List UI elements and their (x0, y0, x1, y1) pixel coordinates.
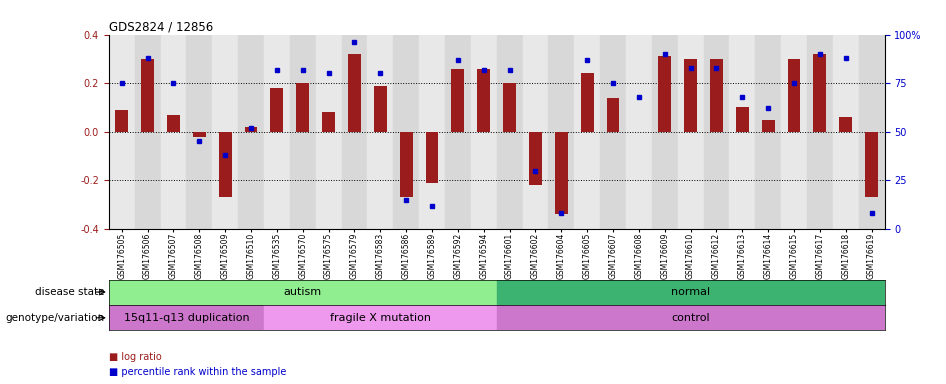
Bar (374, 86, 387, 132)
Bar (394, 35, 419, 229)
Bar (316, 35, 342, 229)
Bar (296, 83, 309, 132)
Bar (549, 35, 574, 229)
Bar (781, 35, 807, 229)
Bar (109, 280, 497, 305)
Bar (497, 280, 885, 305)
Bar (529, 132, 542, 185)
Bar (264, 35, 289, 229)
Bar (503, 83, 516, 132)
Bar (684, 59, 697, 132)
Bar (652, 35, 677, 229)
Bar (658, 56, 671, 132)
Bar (271, 88, 284, 132)
Bar (115, 110, 129, 132)
Bar (141, 59, 154, 132)
Bar (865, 132, 878, 197)
Text: normal: normal (671, 287, 710, 297)
Bar (289, 35, 316, 229)
Bar (729, 35, 755, 229)
Bar (134, 35, 161, 229)
Bar (574, 35, 600, 229)
Bar (807, 35, 832, 229)
Bar (264, 305, 497, 330)
Bar (762, 119, 775, 132)
Bar (193, 132, 206, 137)
Bar (445, 35, 471, 229)
Text: autism: autism (284, 287, 322, 297)
Bar (367, 35, 394, 229)
Bar (322, 112, 335, 132)
Bar (166, 115, 180, 132)
Bar (471, 35, 497, 229)
Bar (419, 35, 445, 229)
Bar (787, 59, 800, 132)
Bar (109, 35, 134, 229)
Text: ■ log ratio: ■ log ratio (109, 352, 162, 362)
Bar (497, 35, 522, 229)
Bar (219, 132, 232, 197)
Text: control: control (672, 313, 710, 323)
Text: GDS2824 / 12856: GDS2824 / 12856 (109, 20, 213, 33)
Bar (348, 54, 361, 132)
Bar (581, 73, 594, 132)
Bar (554, 132, 568, 214)
Bar (677, 35, 704, 229)
Bar (755, 35, 781, 229)
Bar (238, 35, 264, 229)
Bar (497, 305, 885, 330)
Bar (522, 35, 549, 229)
Bar (109, 305, 264, 330)
Bar (161, 35, 186, 229)
Bar (704, 35, 729, 229)
Bar (451, 69, 464, 132)
Bar (814, 54, 826, 132)
Bar (186, 35, 212, 229)
Text: genotype/variation: genotype/variation (5, 313, 104, 323)
Bar (626, 35, 652, 229)
Bar (839, 117, 852, 132)
Bar (736, 108, 748, 132)
Bar (342, 35, 367, 229)
Bar (477, 69, 490, 132)
Bar (606, 98, 620, 132)
Bar (859, 35, 885, 229)
Bar (832, 35, 859, 229)
Bar (600, 35, 626, 229)
Text: disease state: disease state (35, 287, 104, 297)
Text: fragile X mutation: fragile X mutation (330, 313, 430, 323)
Bar (399, 132, 412, 197)
Text: ■ percentile rank within the sample: ■ percentile rank within the sample (109, 367, 286, 377)
Bar (212, 35, 238, 229)
Bar (244, 127, 257, 132)
Text: 15q11-q13 duplication: 15q11-q13 duplication (124, 313, 249, 323)
Bar (426, 132, 438, 183)
Bar (710, 59, 723, 132)
